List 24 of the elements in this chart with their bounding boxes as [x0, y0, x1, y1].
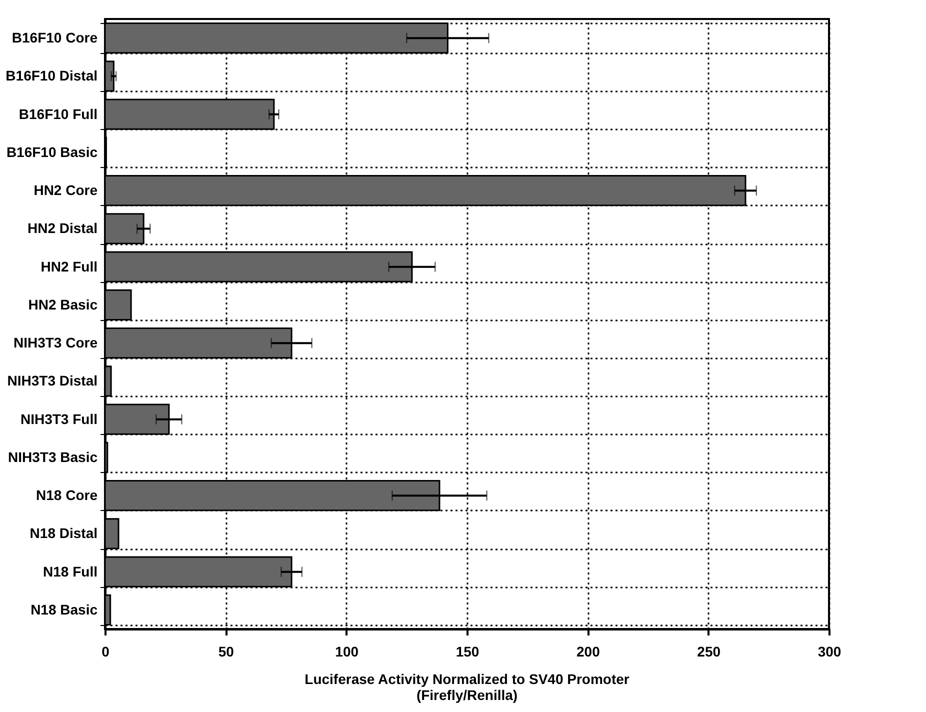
y-tick-label: N18 Full [43, 563, 98, 580]
x-tick-label: 300 [818, 644, 842, 660]
y-tick-label: NIH3T3 Distal [7, 372, 98, 389]
x-tick-label: 50 [218, 644, 234, 660]
x-tick-label: 200 [576, 644, 600, 660]
x-tick-label: 100 [335, 644, 359, 660]
x-tick-label: 0 [102, 644, 110, 660]
y-tick-label: NIH3T3 Basic [8, 448, 98, 465]
x-axis-title: Luciferase Activity Normalized to SV40 Promoter (Firefly/Renilla) [304, 671, 630, 703]
x-tick-label: 250 [697, 644, 721, 660]
y-tick-label: N18 Distal [30, 525, 98, 542]
y-tick-label: N18 Basic [30, 601, 98, 618]
y-tick-label: HN2 Distal [27, 220, 98, 236]
y-tick-label: HN2 Core [34, 182, 98, 198]
y-tick-label: HN2 Basic [28, 296, 98, 312]
y-tick-label: NIH3T3 Full [20, 410, 98, 427]
y-tick-label: NIH3T3 Core [13, 334, 98, 351]
x-tick-label: 150 [456, 644, 480, 660]
y-tick-label: B16F10 Core [12, 30, 98, 46]
y-tick-label: N18 Core [36, 487, 98, 504]
y-tick-label: B16F10 Distal [6, 68, 98, 84]
y-tick-label: HN2 Full [40, 258, 98, 274]
y-tick-label: B16F10 Full [18, 106, 98, 122]
y-tick-label: B16F10 Basic [6, 144, 98, 160]
